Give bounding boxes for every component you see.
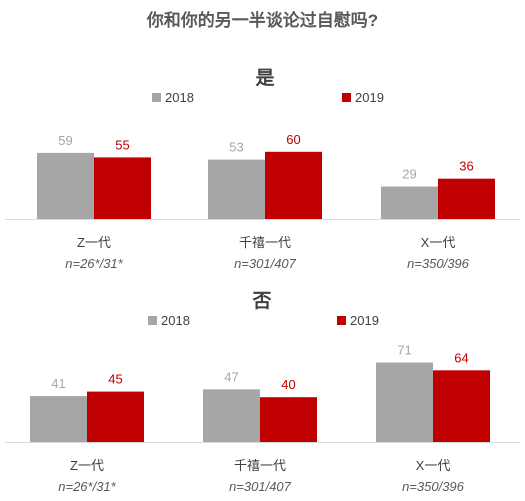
panel-no-heading: 否 [252, 291, 272, 312]
panel-yes: 59 55 Z一代 n=26*/31* 53 60 千禧一代 n=301/407 29 36 X一代… [5, 132, 520, 271]
bar-no-2019-0 [87, 391, 144, 442]
legend-no-2018: 2018 [148, 312, 190, 328]
sample-size-label-no-0: n=26*/31* [58, 479, 116, 494]
value-label-no-2018-1: 47 [224, 369, 238, 384]
legend-swatch-2019 [342, 92, 351, 102]
bar-yes-2018-1 [208, 159, 265, 219]
category-label-no-1: 千禧一代 [234, 458, 286, 473]
value-label-no-2019-1: 40 [281, 377, 295, 392]
bar-yes-2019-1 [265, 151, 322, 219]
category-label-no-0: Z一代 [70, 458, 104, 473]
value-label-no-2019-0: 45 [108, 372, 122, 387]
value-label-yes-2018-1: 53 [229, 140, 243, 155]
category-label-yes-1: 千禧一代 [239, 235, 291, 250]
legend-label-2019: 2019 [355, 89, 384, 105]
value-label-no-2018-0: 41 [51, 376, 65, 391]
bar-no-2019-1 [260, 397, 317, 442]
category-label-yes-0: Z一代 [77, 235, 111, 250]
bar-no-2018-0 [30, 396, 87, 442]
value-label-yes-2018-0: 59 [58, 133, 72, 148]
legend-swatch-2019 [337, 315, 346, 325]
legend-label-2018: 2018 [165, 89, 194, 105]
panel-yes-heading: 是 [255, 68, 275, 89]
bar-yes-2019-2 [438, 178, 495, 219]
legend-yes-2019: 2019 [342, 89, 384, 105]
legend-label-2019: 2019 [350, 312, 379, 328]
bar-yes-2018-0 [37, 152, 94, 219]
sample-size-label-yes-2: n=350/396 [407, 256, 470, 271]
value-label-yes-2019-1: 60 [286, 132, 300, 147]
bar-no-2019-2 [433, 370, 490, 442]
value-label-no-2018-2: 71 [397, 342, 411, 357]
page-title: 你和你的另一半谈论过自慰吗? [146, 11, 379, 30]
bar-no-2018-2 [376, 362, 433, 442]
value-label-no-2019-2: 64 [454, 350, 468, 365]
bar-no-2018-1 [203, 389, 260, 442]
value-label-yes-2019-0: 55 [115, 137, 129, 152]
category-label-no-2: X一代 [416, 458, 451, 473]
value-label-yes-2019-2: 36 [459, 159, 473, 174]
value-label-yes-2018-2: 29 [402, 167, 416, 182]
legend-swatch-2018 [148, 315, 157, 325]
sample-size-label-no-2: n=350/396 [402, 479, 465, 494]
sample-size-label-yes-0: n=26*/31* [65, 256, 123, 271]
legend-swatch-2018 [152, 92, 161, 102]
sample-size-label-yes-1: n=301/407 [234, 256, 297, 271]
bar-yes-2019-0 [94, 157, 151, 219]
sample-size-label-no-1: n=301/407 [229, 479, 292, 494]
legend-no-2019: 2019 [337, 312, 379, 328]
bar-yes-2018-2 [381, 186, 438, 219]
legend-label-2018: 2018 [161, 312, 190, 328]
legend-yes-2018: 2018 [152, 89, 194, 105]
panel-no: 41 45 Z一代 n=26*/31* 47 40 千禧一代 n=301/407 71 64 X一代… [5, 342, 520, 494]
category-label-yes-2: X一代 [421, 235, 456, 250]
